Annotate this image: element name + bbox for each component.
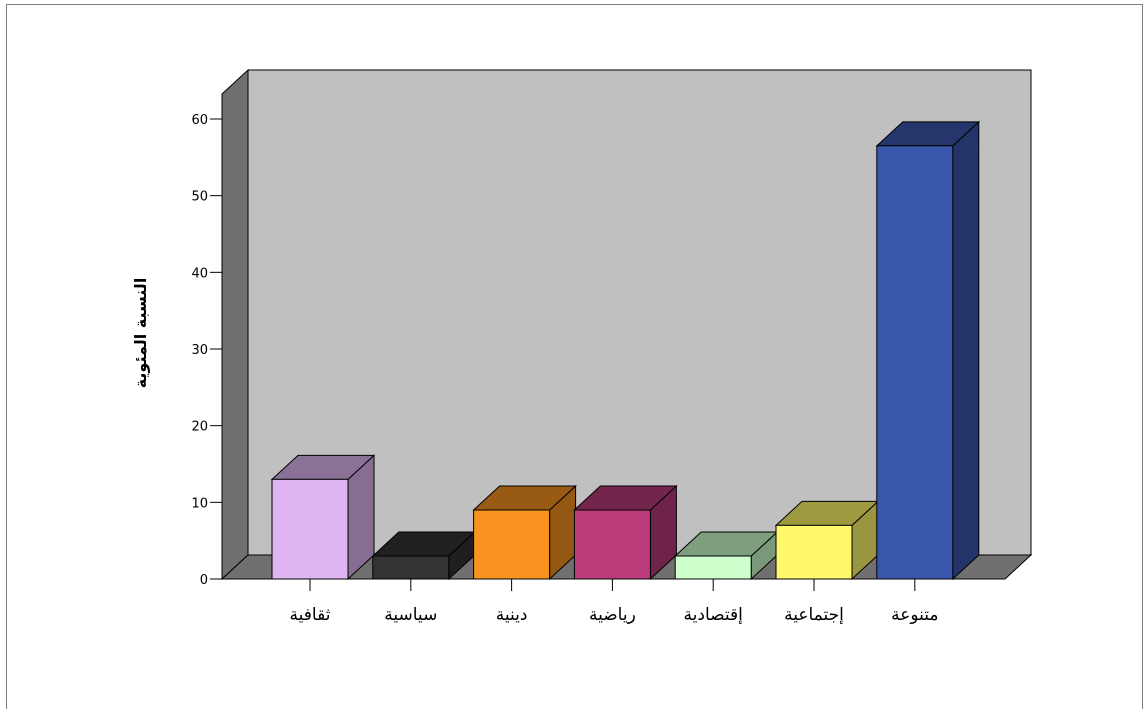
bar	[371, 530, 477, 581]
bar-side	[952, 120, 980, 581]
category-labels: ثقافية سياسية دينية رياضية إقتصادية إجتماعية م…	[290, 579, 939, 625]
y-tick-label: 50	[191, 190, 208, 205]
bar-front	[775, 524, 853, 580]
chart-frame	[6, 4, 1143, 709]
y-tick-label: 20	[191, 420, 208, 435]
category-label: سياسية	[384, 605, 437, 625]
category-label: رياضية	[589, 605, 636, 625]
bar-front	[573, 509, 651, 580]
y-tick-label: 40	[191, 266, 208, 281]
y-tick-label: 0	[200, 573, 208, 588]
bar-front	[876, 145, 954, 580]
y-tick-label: 30	[191, 343, 208, 358]
bar	[875, 120, 981, 581]
bar-front	[372, 555, 450, 580]
y-axis-title: النسبة المئوية	[131, 278, 150, 389]
bars	[270, 120, 981, 581]
bar	[573, 484, 678, 581]
category-label: دينية	[496, 605, 528, 625]
category-label: إجتماعية	[784, 605, 844, 625]
category-label: ثقافية	[290, 605, 331, 625]
category-label: إقتصادية	[684, 605, 743, 625]
bar-front	[271, 478, 349, 580]
bar	[472, 484, 577, 581]
y-tick-label: 10	[191, 496, 208, 511]
category-label: متنوعة	[891, 605, 938, 625]
y-axis: 0 10 20 30 40 50 60	[191, 113, 222, 588]
bar	[270, 454, 376, 581]
bar	[774, 500, 880, 581]
side-wall	[221, 68, 249, 581]
bar-front	[473, 509, 551, 580]
bar-front	[674, 555, 752, 580]
y-tick-label: 60	[191, 113, 208, 128]
